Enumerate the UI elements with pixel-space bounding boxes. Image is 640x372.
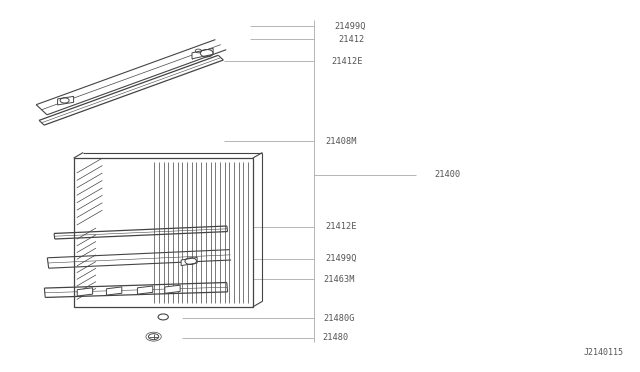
Text: 21463M: 21463M [324, 275, 355, 283]
Text: 21400: 21400 [434, 170, 460, 179]
Text: 21480G: 21480G [324, 314, 355, 323]
Polygon shape [192, 48, 213, 59]
Text: 21412: 21412 [338, 35, 364, 44]
Text: 21412E: 21412E [332, 57, 363, 66]
Text: J2140115: J2140115 [584, 348, 624, 357]
Polygon shape [77, 288, 93, 296]
Polygon shape [164, 285, 180, 293]
Polygon shape [74, 158, 253, 307]
Text: 21408M: 21408M [325, 137, 356, 146]
Polygon shape [58, 96, 74, 105]
Text: 21499Q: 21499Q [335, 22, 366, 31]
Text: 21412E: 21412E [325, 222, 356, 231]
Text: 21499Q: 21499Q [325, 254, 356, 263]
Polygon shape [181, 257, 197, 266]
Text: 21480: 21480 [322, 333, 348, 342]
Polygon shape [106, 287, 122, 295]
Polygon shape [138, 286, 153, 294]
